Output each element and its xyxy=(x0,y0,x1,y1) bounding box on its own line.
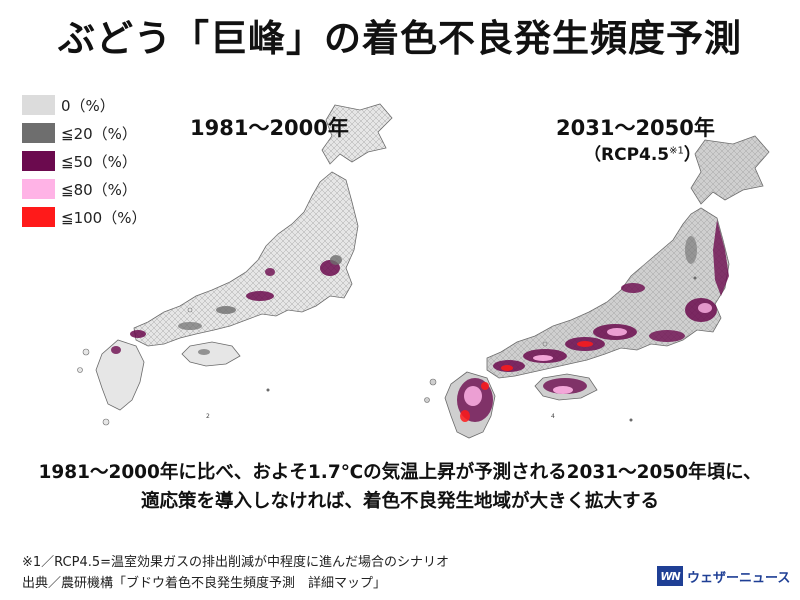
legend-label: 0（%） xyxy=(61,96,115,115)
legend-swatch xyxy=(22,123,55,143)
legend-label: ≦50（%） xyxy=(61,152,137,171)
caption-line-2: 適応策を導入しなければ、着色不良発生地域が大きく拡大する xyxy=(140,491,659,512)
hokkaido xyxy=(690,135,770,205)
japan-map-1981-2000: 2 xyxy=(77,103,393,426)
period-label-2031-2050: 2031〜2050年 xyxy=(556,116,715,140)
scenario-close: ） xyxy=(683,145,701,165)
legend-swatch xyxy=(22,179,55,199)
scenario-note-mark: ※1 xyxy=(669,145,684,157)
legend-swatch xyxy=(22,95,55,115)
scenario-text: （RCP4.5 xyxy=(584,145,670,165)
kyushu xyxy=(95,339,145,411)
legend-item: ≦20（%） xyxy=(22,120,146,146)
hokkaido xyxy=(321,103,393,165)
legend-label: ≦20（%） xyxy=(61,124,137,143)
frequency-hotspots xyxy=(111,255,342,355)
map-legend: 0（%） ≦20（%） ≦50（%） ≦80（%） ≦100（%） xyxy=(22,92,146,232)
legend-swatch xyxy=(22,151,55,171)
legend-label: ≦100（%） xyxy=(61,208,147,227)
shikoku xyxy=(181,341,241,367)
scenario-label: （RCP4.5※1） xyxy=(584,140,701,165)
period-label-1981-2000: 1981〜2000年 xyxy=(190,116,349,140)
weathernews-logo: WN xyxy=(657,566,683,586)
brand-name: ウェザーニュース xyxy=(687,570,791,586)
map-page-number: 4 xyxy=(551,413,555,420)
frequency-hotspots xyxy=(457,220,729,422)
brand: WN ウェザーニュース xyxy=(657,566,790,586)
small-islands xyxy=(77,307,270,426)
legend-label: ≦80（%） xyxy=(61,180,137,199)
legend-swatch xyxy=(22,207,55,227)
caption-line-1: 1981〜2000年に比べ、およそ1.7℃の気温上昇が予測される2031〜205… xyxy=(38,462,762,483)
legend-item: ≦100（%） xyxy=(22,204,146,230)
legend-item: ≦50（%） xyxy=(22,148,146,174)
page-title: ぶどう「巨峰」の着色不良発生頻度予測 xyxy=(58,17,742,60)
honshu xyxy=(133,171,359,347)
small-islands xyxy=(424,276,697,422)
japan-map-2031-2050: 4 xyxy=(424,135,770,439)
honshu xyxy=(486,207,730,379)
footnote-rcp: ※1／RCP4.5=温室効果ガスの排出削減が中程度に進んだ場合のシナリオ xyxy=(22,555,450,570)
footnote-source: 出典／農研機構「ブドウ着色不良発生頻度予測 詳細マップ」 xyxy=(22,576,387,591)
legend-item: 0（%） xyxy=(22,92,146,118)
map-page-number: 2 xyxy=(206,413,210,420)
legend-item: ≦80（%） xyxy=(22,176,146,202)
